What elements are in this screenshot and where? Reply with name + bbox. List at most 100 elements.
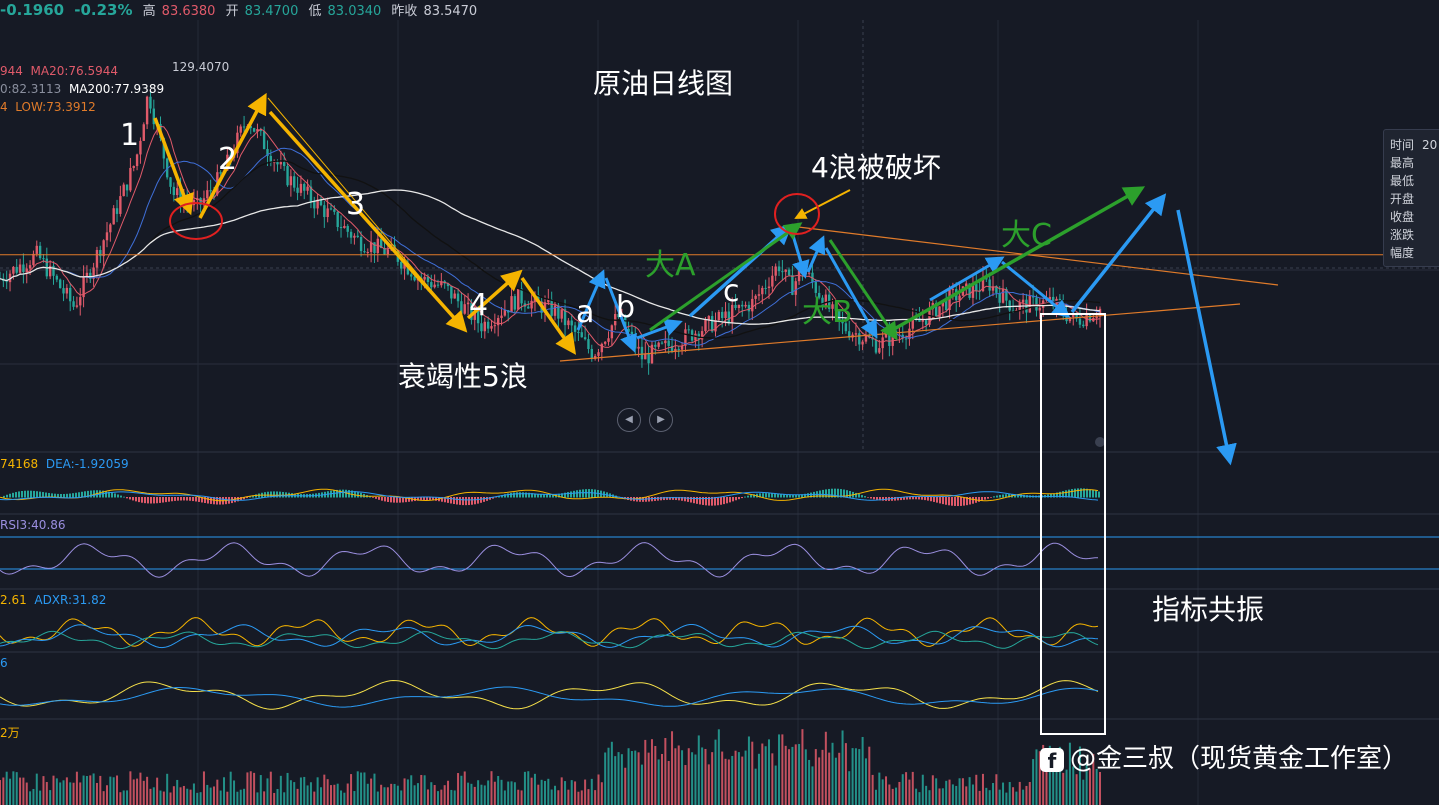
macd-bar: [1050, 493, 1052, 498]
candle-body: [747, 304, 751, 312]
volume-bar: [978, 790, 981, 805]
macd-bar: [186, 497, 188, 501]
candle-body: [272, 162, 276, 164]
volume-bar: [380, 784, 383, 805]
prev-nav-button[interactable]: ◀: [617, 408, 641, 432]
volume-bar: [129, 771, 132, 805]
volume-bar: [1018, 781, 1021, 805]
macd-bar: [156, 497, 158, 504]
volume-bar: [757, 753, 760, 805]
rsi-line: [0, 542, 1098, 578]
macd-bar: [1005, 494, 1007, 498]
candle-body: [824, 294, 828, 308]
volume-bar: [1099, 771, 1101, 805]
volume-bar: [945, 780, 948, 805]
volume-bar: [754, 768, 757, 805]
macd-bar: [993, 496, 995, 498]
candle-body: [209, 190, 212, 192]
candle-body: [102, 240, 105, 257]
candle-body: [376, 238, 380, 254]
macd-bar: [1080, 488, 1082, 498]
yellow-wave-arrow: [198, 92, 267, 219]
tooltip-key: 开盘: [1390, 192, 1415, 206]
wave-a-label: a: [576, 295, 595, 330]
macd-bar: [372, 497, 374, 498]
candle-body: [383, 247, 386, 255]
candle-body: [306, 186, 309, 191]
volume-bar: [303, 776, 306, 805]
macd-bar: [1062, 491, 1064, 498]
candle-body: [242, 126, 246, 128]
candle-body: [670, 345, 674, 352]
wave4-circle: [774, 193, 820, 235]
candle-body: [239, 126, 242, 133]
macd-bar: [762, 493, 764, 498]
macd-bar: [867, 497, 869, 498]
volume-bar: [206, 784, 209, 805]
tooltip-key: 最高: [1390, 156, 1415, 170]
volume-bar: [911, 771, 914, 805]
volume-bar: [1048, 745, 1051, 805]
volume-bar: [386, 787, 389, 805]
volume-bar: [500, 779, 503, 805]
macd-bar: [531, 493, 533, 498]
volume-bar: [594, 790, 597, 805]
candle-body: [593, 355, 597, 359]
volume-bar: [584, 779, 587, 805]
volume-bar: [497, 776, 500, 805]
candle-body: [149, 96, 152, 109]
yellow-wave-arrow: [153, 117, 194, 216]
candle-body: [874, 339, 878, 353]
candle-body: [881, 337, 884, 349]
candle-body: [520, 288, 523, 304]
volume-bar: [42, 776, 45, 805]
volume-bar: [533, 773, 536, 805]
candle-body: [904, 338, 908, 340]
volume-bar: [995, 774, 998, 805]
next-nav-button[interactable]: ▶: [649, 408, 673, 432]
macd-bar: [357, 491, 359, 498]
candle-body: [583, 337, 587, 340]
volume-bar: [637, 752, 640, 805]
volume-bar: [577, 791, 580, 805]
macd-bar: [822, 489, 824, 498]
macd-bar: [387, 497, 389, 502]
macd-bar: [1053, 493, 1055, 498]
volume-bar: [697, 735, 700, 805]
macd-bar: [111, 492, 113, 498]
big-a-label: 大A: [645, 248, 696, 283]
macd-bar: [144, 497, 146, 504]
candle-body: [276, 162, 279, 165]
macd-bar: [726, 497, 728, 504]
chart-title: 原油日线图: [593, 67, 734, 100]
candle-body: [35, 245, 38, 254]
macd-bar: [420, 497, 422, 501]
macd-bar: [177, 497, 179, 501]
candle-body: [834, 304, 838, 311]
volume-bar: [564, 781, 567, 805]
macd-bar: [960, 497, 962, 506]
macd-bar: [375, 497, 377, 499]
candle-body: [426, 276, 430, 283]
macd-bar: [837, 488, 839, 498]
candle-body: [924, 320, 928, 325]
candle-body: [229, 154, 232, 158]
price-header: -0.1960 -0.23% 高 83.6380 开 83.4700 低 83.034…: [0, 0, 1439, 20]
volume-bar: [5, 771, 8, 805]
macd-bar: [951, 497, 953, 506]
candle-body: [92, 267, 95, 279]
candle-body: [69, 287, 72, 302]
adxr-value: ADXR:31.82: [34, 593, 107, 607]
volume-bar: [854, 748, 857, 805]
macd-bar: [408, 497, 410, 502]
macd-bar: [789, 494, 791, 498]
macd-bar: [693, 497, 695, 504]
candle-body: [858, 333, 861, 345]
candle-body: [570, 320, 573, 326]
candle-body: [410, 274, 413, 277]
volume-bar: [279, 775, 282, 805]
macd-bar: [972, 497, 974, 504]
volume-bar: [557, 790, 560, 805]
macd-bar: [777, 493, 779, 498]
